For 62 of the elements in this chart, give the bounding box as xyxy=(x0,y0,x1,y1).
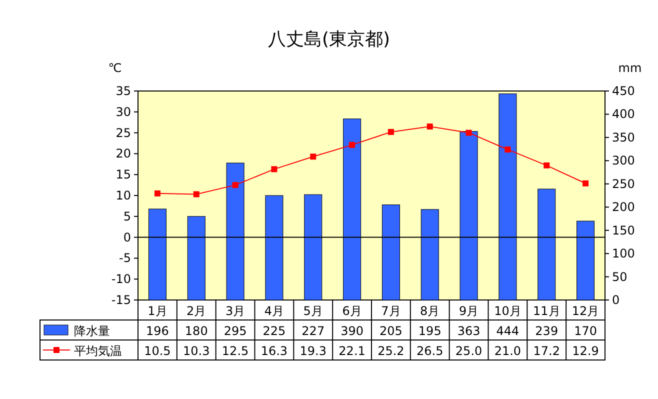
y2-tick-label: 200 xyxy=(612,200,635,214)
data-label: 363 xyxy=(457,324,480,338)
y-tick-label: 15 xyxy=(116,168,131,182)
y-tick-label: -15 xyxy=(111,293,131,307)
data-label: 196 xyxy=(146,324,169,338)
data-label: 239 xyxy=(535,324,558,338)
data-label: 25.0 xyxy=(455,344,482,358)
data-label: 17.2 xyxy=(533,344,560,358)
data-label: 390 xyxy=(340,324,364,338)
x-tick-label: 7月 xyxy=(381,304,401,318)
y2label: mm xyxy=(618,61,642,75)
x-tick-label: 9月 xyxy=(458,304,479,318)
title: 八丈島(東京都) xyxy=(268,29,390,50)
y2-tick-label: 350 xyxy=(612,130,635,144)
data-label: 22.1 xyxy=(338,344,366,358)
y2-tick-label: 150 xyxy=(612,223,635,238)
y2-tick-label: 100 xyxy=(612,246,635,261)
x-tick-label: 8月 xyxy=(420,304,440,318)
y-tick-label: 25 xyxy=(116,126,131,140)
y-tick-label: -10 xyxy=(111,272,131,286)
data-label: 26.5 xyxy=(416,344,444,358)
y-tick-label: 20 xyxy=(116,146,131,161)
legend-label: 降水量 xyxy=(74,324,110,338)
x-tick-label: 1月 xyxy=(148,304,168,318)
legend-label: 平均気温 xyxy=(74,344,122,358)
data-label: 170 xyxy=(574,324,597,338)
x-tick-label: 11月 xyxy=(532,304,560,318)
x-tick-label: 12月 xyxy=(572,304,600,318)
y2-tick-label: 250 xyxy=(612,176,635,191)
y2-tick-label: 0 xyxy=(612,293,620,307)
data-label: 205 xyxy=(380,324,402,338)
data-label: 180 xyxy=(184,324,208,338)
y-tick-label: 0 xyxy=(123,230,131,244)
y-tick-label: 35 xyxy=(116,84,131,98)
y2-tick-label: 300 xyxy=(612,154,635,168)
y2-tick-label: 400 xyxy=(612,107,635,122)
x-tick-label: 10月 xyxy=(494,304,522,318)
y-tick-label: -5 xyxy=(119,251,131,266)
data-label: 195 xyxy=(418,324,442,338)
x-tick-label: 3月 xyxy=(225,304,246,318)
data-label: 10.5 xyxy=(144,344,171,358)
x-tick-label: 6月 xyxy=(342,304,362,318)
data-label: 227 xyxy=(302,324,325,338)
data-label: 295 xyxy=(224,324,247,338)
data-label: 16.3 xyxy=(260,344,288,358)
data-label: 21.0 xyxy=(494,344,522,358)
ylabel: ℃ xyxy=(108,61,122,75)
data-label: 25.2 xyxy=(378,344,404,358)
data-label: 225 xyxy=(262,324,286,338)
data-label: 444 xyxy=(496,324,520,338)
data-label: 12.5 xyxy=(222,344,249,358)
y-tick-label: 5 xyxy=(123,209,131,224)
data-label: 10.3 xyxy=(183,344,210,358)
y-tick-label: 10 xyxy=(116,188,131,202)
y2-tick-label: 450 xyxy=(612,84,635,98)
x-tick-label: 5月 xyxy=(303,304,323,318)
x-tick-label: 4月 xyxy=(264,304,284,318)
y-tick-label: 30 xyxy=(116,104,131,119)
data-label: 12.9 xyxy=(572,344,599,358)
y2-tick-label: 50 xyxy=(612,270,628,284)
x-tick-label: 2月 xyxy=(186,304,206,318)
data-label: 19.3 xyxy=(300,344,326,358)
